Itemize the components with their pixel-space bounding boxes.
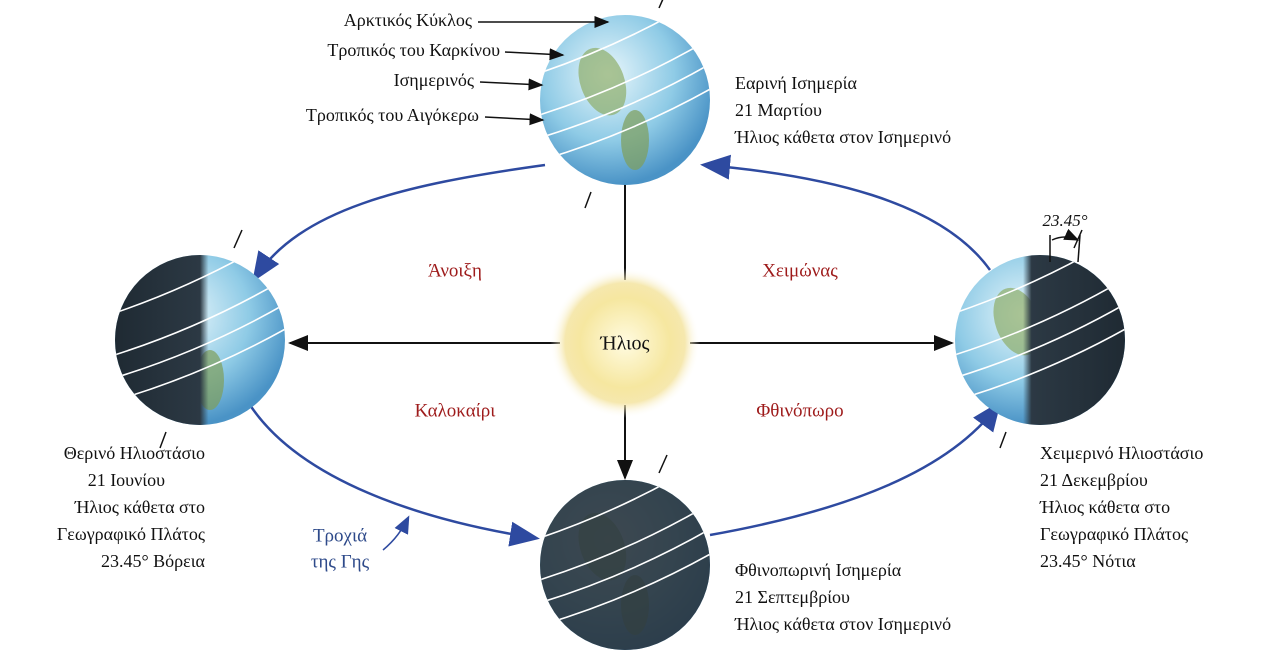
position-text: 21 Ιουνίου xyxy=(88,470,165,490)
latitude-line xyxy=(541,79,726,161)
position-text: 21 Δεκεμβρίου xyxy=(1040,470,1148,490)
season: Καλοκαίρι xyxy=(415,400,497,421)
latitude-line xyxy=(948,299,1133,381)
axis xyxy=(658,0,664,9)
season: Φθινόπωρο xyxy=(756,400,843,421)
position-text: Ήλιος κάθετα στο xyxy=(1039,497,1170,517)
position-text: 21 Μαρτίου xyxy=(735,100,822,120)
continent xyxy=(621,110,649,170)
night-side xyxy=(115,255,285,425)
continent xyxy=(578,47,627,116)
earth xyxy=(928,229,1141,449)
latitude-line xyxy=(956,319,1141,401)
axis xyxy=(584,191,592,209)
position-text: Χειμερινό Ηλιοστάσιο xyxy=(1040,443,1203,463)
axis xyxy=(658,454,668,474)
latitude-line xyxy=(939,279,1124,361)
position-text: Φθινοπωρινή Ισημερία xyxy=(735,560,902,580)
latitude-label: Ισημερινός xyxy=(394,70,474,90)
position-text: Γεωγραφικό Πλάτος xyxy=(1040,524,1188,544)
latitude-label: Τροπικός του Αιγόκερω xyxy=(306,105,479,125)
latitude-line xyxy=(533,59,718,141)
earth xyxy=(513,0,726,209)
latitude-line xyxy=(116,319,301,401)
axis xyxy=(999,431,1007,449)
latitude-label: Τροπικός του Καρκίνου xyxy=(327,40,500,60)
tilt-label: 23.45° xyxy=(1042,211,1087,230)
night-side xyxy=(955,255,1125,425)
season: Άνοιξη xyxy=(428,260,482,281)
latitude-arrows xyxy=(382,16,1081,551)
latitude-line xyxy=(108,299,293,381)
latitude-line xyxy=(533,524,718,606)
latitude-line xyxy=(524,504,709,586)
axis xyxy=(159,431,167,449)
sun xyxy=(550,268,700,418)
position-text: Εαρινή Ισημερία xyxy=(735,73,857,93)
earth xyxy=(513,454,726,650)
position-text: Ήλιος κάθετα στον Ισημερινό xyxy=(734,614,951,634)
position-text: Ήλιος κάθετα στο xyxy=(74,497,205,517)
sun-label: Ήλιος xyxy=(600,333,650,355)
night-side xyxy=(540,480,710,650)
latitude-label: Αρκτικός Κύκλος xyxy=(344,10,472,30)
season: Χειμώνας xyxy=(762,260,838,281)
position-text: Θερινό Ηλιοστάσιο xyxy=(64,443,205,463)
position-text: 23.45° Νότια xyxy=(1040,551,1136,571)
position-text: Ήλιος κάθετα στον Ισημερινό xyxy=(734,127,951,147)
orbit-label: Τροχιά xyxy=(313,525,367,546)
position-text: 21 Σεπτεμβρίου xyxy=(735,587,850,607)
orbit-label: της Γης xyxy=(311,551,370,572)
latitude-line xyxy=(524,39,709,121)
earths xyxy=(88,0,1141,650)
axis xyxy=(233,229,243,249)
position-text: 23.45° Βόρεια xyxy=(101,551,206,571)
earth xyxy=(88,229,301,449)
position-labels: Εαρινή Ισημερία 21 Μαρτίου Ήλιος κάθετα στ… xyxy=(57,73,1203,634)
latitude-line xyxy=(99,279,284,361)
latitude-line xyxy=(541,544,726,626)
orbit xyxy=(248,154,1001,547)
position-text: Γεωγραφικό Πλάτος xyxy=(57,524,205,544)
